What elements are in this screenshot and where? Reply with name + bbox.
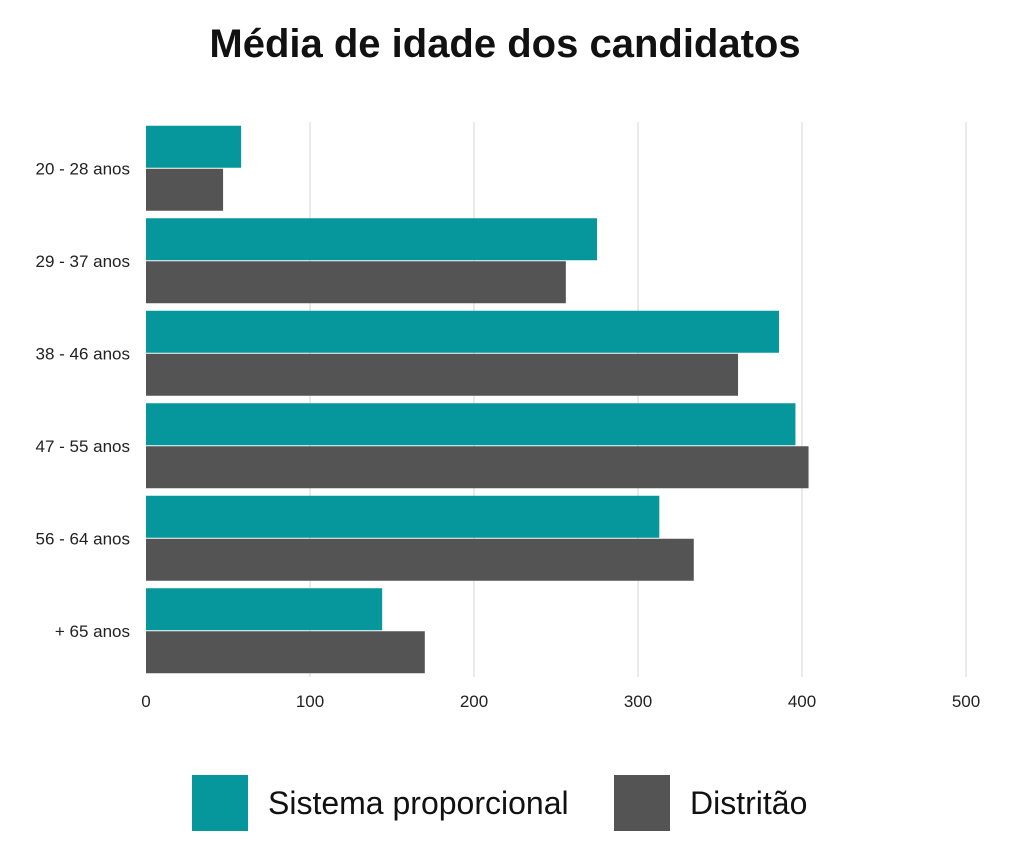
- category-label: 29 - 37 anos: [35, 252, 130, 271]
- bars: [146, 125, 809, 674]
- x-tick-label: 300: [624, 692, 652, 711]
- category-labels: 20 - 28 anos 29 - 37 anos 38 - 46 anos 47 -…: [35, 159, 130, 641]
- bar: [146, 353, 739, 396]
- bar-chart: 20 - 28 anos 29 - 37 anos 38 - 46 anos 47 -…: [35, 122, 980, 711]
- legend-item-distritao: Distritão: [614, 774, 807, 832]
- bar: [146, 588, 383, 631]
- legend-label-distritao: Distritão: [690, 784, 808, 821]
- x-tick-labels: 0 100 200 300 400 500: [141, 692, 980, 711]
- bar: [146, 168, 224, 211]
- legend-swatch-distritao: [614, 775, 670, 831]
- legend-swatch-sistema-proporcional: [192, 775, 248, 831]
- x-tick-label: 500: [952, 692, 980, 711]
- x-tick-label: 400: [788, 692, 816, 711]
- bar: [146, 495, 660, 538]
- category-label: 47 - 55 anos: [35, 437, 130, 456]
- x-tick-label: 0: [141, 692, 150, 711]
- bar: [146, 218, 597, 261]
- legend-item-sistema-proporcional: Sistema proporcional: [192, 774, 569, 832]
- bar: [146, 403, 796, 446]
- category-label: 56 - 64 anos: [35, 529, 130, 548]
- gridlines: [309, 122, 967, 677]
- category-label: 38 - 46 anos: [35, 344, 130, 363]
- legend: Sistema proporcional Distritão: [0, 774, 1024, 832]
- category-label: + 65 anos: [55, 622, 130, 641]
- category-label: 20 - 28 anos: [35, 159, 130, 178]
- bar: [146, 261, 566, 304]
- bar: [146, 310, 780, 353]
- legend-label-sistema-proporcional: Sistema proporcional: [268, 784, 569, 821]
- bar: [146, 446, 809, 489]
- x-tick-label: 100: [296, 692, 324, 711]
- bar: [146, 538, 694, 581]
- chart-title: Média de idade dos candidatos: [209, 22, 801, 66]
- bar: [146, 631, 425, 674]
- x-tick-label: 200: [460, 692, 488, 711]
- bar: [146, 125, 242, 168]
